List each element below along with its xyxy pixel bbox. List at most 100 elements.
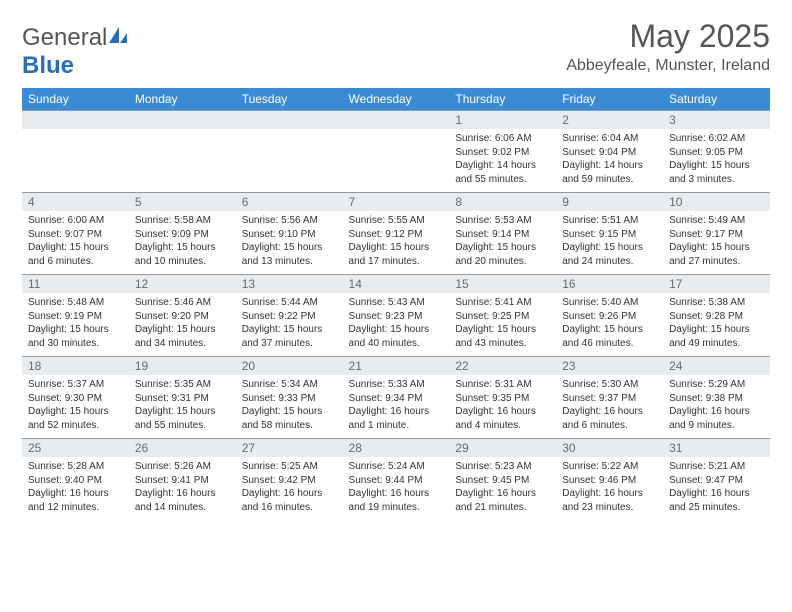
sunrise-text: Sunrise: 5:41 AM — [455, 296, 550, 310]
sunrise-text: Sunrise: 5:43 AM — [349, 296, 444, 310]
day-number: 18 — [22, 357, 129, 375]
day-number: 10 — [663, 193, 770, 211]
daylight-text: Daylight: 14 hours and 59 minutes. — [562, 159, 657, 186]
day-cell: 28Sunrise: 5:24 AMSunset: 9:44 PMDayligh… — [343, 439, 450, 521]
daylight-text: Daylight: 16 hours and 14 minutes. — [135, 487, 230, 514]
sunset-text: Sunset: 9:07 PM — [28, 228, 123, 242]
daylight-text: Daylight: 15 hours and 49 minutes. — [669, 323, 764, 350]
day-number: 6 — [236, 193, 343, 211]
day-body: Sunrise: 5:43 AMSunset: 9:23 PMDaylight:… — [343, 293, 450, 356]
day-body: Sunrise: 5:21 AMSunset: 9:47 PMDaylight:… — [663, 457, 770, 520]
day-cell: 26Sunrise: 5:26 AMSunset: 9:41 PMDayligh… — [129, 439, 236, 521]
day-body: Sunrise: 5:33 AMSunset: 9:34 PMDaylight:… — [343, 375, 450, 438]
day-cell: 18Sunrise: 5:37 AMSunset: 9:30 PMDayligh… — [22, 357, 129, 439]
day-body: Sunrise: 5:46 AMSunset: 9:20 PMDaylight:… — [129, 293, 236, 356]
sunset-text: Sunset: 9:22 PM — [242, 310, 337, 324]
day-cell: 13Sunrise: 5:44 AMSunset: 9:22 PMDayligh… — [236, 275, 343, 357]
location-text: Abbeyfeale, Munster, Ireland — [566, 57, 770, 75]
sunrise-text: Sunrise: 6:06 AM — [455, 132, 550, 146]
daylight-text: Daylight: 16 hours and 4 minutes. — [455, 405, 550, 432]
day-body: Sunrise: 5:41 AMSunset: 9:25 PMDaylight:… — [449, 293, 556, 356]
daylight-text: Daylight: 15 hours and 43 minutes. — [455, 323, 550, 350]
day-number: 21 — [343, 357, 450, 375]
sunset-text: Sunset: 9:31 PM — [135, 392, 230, 406]
sunset-text: Sunset: 9:26 PM — [562, 310, 657, 324]
day-number: 7 — [343, 193, 450, 211]
week-row: 4Sunrise: 6:00 AMSunset: 9:07 PMDaylight… — [22, 193, 770, 275]
sunrise-text: Sunrise: 5:44 AM — [242, 296, 337, 310]
day-cell: 5Sunrise: 5:58 AMSunset: 9:09 PMDaylight… — [129, 193, 236, 275]
day-cell: 19Sunrise: 5:35 AMSunset: 9:31 PMDayligh… — [129, 357, 236, 439]
sunrise-text: Sunrise: 5:49 AM — [669, 214, 764, 228]
sunset-text: Sunset: 9:47 PM — [669, 474, 764, 488]
weekday-header: Friday — [556, 88, 663, 111]
day-cell: 23Sunrise: 5:30 AMSunset: 9:37 PMDayligh… — [556, 357, 663, 439]
day-body: Sunrise: 5:29 AMSunset: 9:38 PMDaylight:… — [663, 375, 770, 438]
day-number: 27 — [236, 439, 343, 457]
sunset-text: Sunset: 9:20 PM — [135, 310, 230, 324]
sunset-text: Sunset: 9:33 PM — [242, 392, 337, 406]
sunrise-text: Sunrise: 5:26 AM — [135, 460, 230, 474]
daylight-text: Daylight: 15 hours and 40 minutes. — [349, 323, 444, 350]
day-number: 25 — [22, 439, 129, 457]
daylight-text: Daylight: 15 hours and 13 minutes. — [242, 241, 337, 268]
sunset-text: Sunset: 9:17 PM — [669, 228, 764, 242]
daylight-text: Daylight: 15 hours and 52 minutes. — [28, 405, 123, 432]
day-number: 3 — [663, 111, 770, 129]
calendar-table: Sunday Monday Tuesday Wednesday Thursday… — [22, 88, 770, 520]
day-cell: 12Sunrise: 5:46 AMSunset: 9:20 PMDayligh… — [129, 275, 236, 357]
sunrise-text: Sunrise: 5:38 AM — [669, 296, 764, 310]
day-body — [22, 129, 129, 187]
daylight-text: Daylight: 16 hours and 19 minutes. — [349, 487, 444, 514]
day-body: Sunrise: 6:04 AMSunset: 9:04 PMDaylight:… — [556, 129, 663, 192]
sunset-text: Sunset: 9:25 PM — [455, 310, 550, 324]
brand-name: General Blue — [22, 24, 129, 80]
day-body: Sunrise: 5:31 AMSunset: 9:35 PMDaylight:… — [449, 375, 556, 438]
day-body: Sunrise: 5:26 AMSunset: 9:41 PMDaylight:… — [129, 457, 236, 520]
sunset-text: Sunset: 9:09 PM — [135, 228, 230, 242]
day-cell: 1Sunrise: 6:06 AMSunset: 9:02 PMDaylight… — [449, 111, 556, 193]
sunrise-text: Sunrise: 5:37 AM — [28, 378, 123, 392]
sunrise-text: Sunrise: 5:35 AM — [135, 378, 230, 392]
sunrise-text: Sunrise: 5:23 AM — [455, 460, 550, 474]
daylight-text: Daylight: 16 hours and 23 minutes. — [562, 487, 657, 514]
weekday-header: Wednesday — [343, 88, 450, 111]
sunset-text: Sunset: 9:04 PM — [562, 146, 657, 160]
day-number: 12 — [129, 275, 236, 293]
daylight-text: Daylight: 16 hours and 1 minute. — [349, 405, 444, 432]
sunset-text: Sunset: 9:45 PM — [455, 474, 550, 488]
day-body: Sunrise: 5:25 AMSunset: 9:42 PMDaylight:… — [236, 457, 343, 520]
sunset-text: Sunset: 9:19 PM — [28, 310, 123, 324]
day-number: 23 — [556, 357, 663, 375]
day-cell: 29Sunrise: 5:23 AMSunset: 9:45 PMDayligh… — [449, 439, 556, 521]
sunrise-text: Sunrise: 5:48 AM — [28, 296, 123, 310]
day-number: 31 — [663, 439, 770, 457]
day-body: Sunrise: 5:38 AMSunset: 9:28 PMDaylight:… — [663, 293, 770, 356]
daylight-text: Daylight: 15 hours and 46 minutes. — [562, 323, 657, 350]
day-number — [343, 111, 450, 129]
sunset-text: Sunset: 9:38 PM — [669, 392, 764, 406]
daylight-text: Daylight: 15 hours and 17 minutes. — [349, 241, 444, 268]
sunrise-text: Sunrise: 6:02 AM — [669, 132, 764, 146]
week-row: 25Sunrise: 5:28 AMSunset: 9:40 PMDayligh… — [22, 439, 770, 521]
day-cell: 21Sunrise: 5:33 AMSunset: 9:34 PMDayligh… — [343, 357, 450, 439]
daylight-text: Daylight: 16 hours and 12 minutes. — [28, 487, 123, 514]
daylight-text: Daylight: 16 hours and 25 minutes. — [669, 487, 764, 514]
day-number — [22, 111, 129, 129]
daylight-text: Daylight: 16 hours and 6 minutes. — [562, 405, 657, 432]
weekday-header: Saturday — [663, 88, 770, 111]
day-body: Sunrise: 5:49 AMSunset: 9:17 PMDaylight:… — [663, 211, 770, 274]
week-row: 11Sunrise: 5:48 AMSunset: 9:19 PMDayligh… — [22, 275, 770, 357]
day-body: Sunrise: 6:02 AMSunset: 9:05 PMDaylight:… — [663, 129, 770, 192]
day-number: 17 — [663, 275, 770, 293]
day-cell: 31Sunrise: 5:21 AMSunset: 9:47 PMDayligh… — [663, 439, 770, 521]
weekday-header-row: Sunday Monday Tuesday Wednesday Thursday… — [22, 88, 770, 111]
day-body: Sunrise: 5:30 AMSunset: 9:37 PMDaylight:… — [556, 375, 663, 438]
day-cell: 27Sunrise: 5:25 AMSunset: 9:42 PMDayligh… — [236, 439, 343, 521]
day-cell: 2Sunrise: 6:04 AMSunset: 9:04 PMDaylight… — [556, 111, 663, 193]
sunrise-text: Sunrise: 5:29 AM — [669, 378, 764, 392]
day-body: Sunrise: 5:48 AMSunset: 9:19 PMDaylight:… — [22, 293, 129, 356]
sunrise-text: Sunrise: 5:55 AM — [349, 214, 444, 228]
title-block: May 2025 Abbeyfeale, Munster, Ireland — [566, 18, 770, 75]
weekday-header: Thursday — [449, 88, 556, 111]
